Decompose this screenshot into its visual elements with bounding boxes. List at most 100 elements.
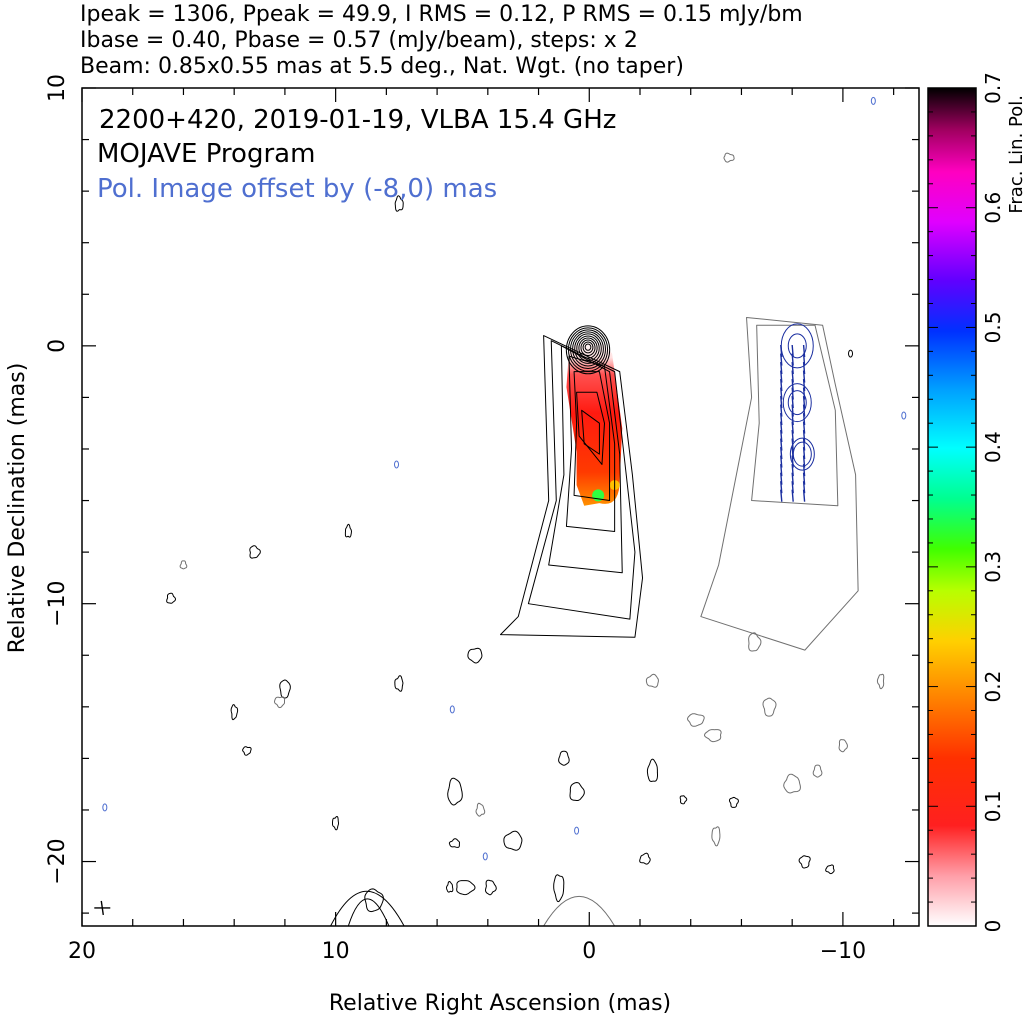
header-line-1: Ipeak = 1306, Ppeak = 49.9, I RMS = 0.12… [80, 2, 803, 27]
colorbar [927, 87, 977, 927]
colorbar-tick-label: 0.2 [981, 671, 1005, 703]
noise-contour [446, 880, 454, 893]
colorbar-tick-labels: 0 0.1 0.2 0.3 0.4 0.5 0.6 0.7 [981, 72, 1005, 932]
x-tick-label: 0 [582, 939, 596, 964]
evpa-tick [791, 353, 794, 366]
pol-offset-base-contour [543, 896, 616, 926]
pol-offset-island [703, 729, 722, 743]
evpa-tick [802, 421, 806, 434]
stokes-i-jet-contour [573, 371, 611, 502]
header-line-3: Beam: 0.85x0.55 mas at 5.5 deg., Nat. Wg… [80, 54, 684, 79]
evpa-tick [802, 464, 806, 477]
evpa-tick [780, 421, 783, 434]
evpa-tick [791, 421, 794, 434]
evpa-tick [780, 472, 783, 485]
evpa-tick [802, 378, 806, 392]
stokes-i-island [558, 750, 570, 766]
noise-contour [679, 795, 688, 805]
noise-contour [249, 545, 261, 559]
beam-marker [100, 900, 104, 916]
stokes-i-island [553, 874, 565, 903]
pol-offset-island [762, 697, 777, 717]
pol-offset-contour [700, 316, 859, 651]
stokes-i-island [456, 880, 476, 896]
noise-dot [394, 460, 400, 469]
pol-offset-contour [751, 324, 839, 507]
stokes-i-island [646, 758, 658, 783]
stokes-i-base-contour [347, 898, 390, 926]
stokes-i-contour [584, 343, 592, 351]
y-tick-label: −10 [45, 580, 70, 626]
stokes-i-contour [576, 335, 600, 362]
pol-offset-contour [787, 333, 807, 359]
x-tick-labels: 20 10 0 −10 [68, 939, 866, 964]
noise-contour [344, 523, 353, 538]
noise-contour [394, 675, 404, 692]
evpa-tick [802, 481, 806, 494]
evpa-tick [780, 395, 783, 409]
colorbar-tick-label: 0.7 [981, 72, 1005, 104]
stokes-i-contour [574, 333, 602, 364]
pol-offset-contour [787, 390, 807, 416]
noise-dot [482, 852, 488, 861]
y-tick-label: 0 [45, 339, 70, 353]
noise-contour [448, 838, 460, 848]
noise-dot [102, 803, 108, 812]
map-area [94, 96, 907, 926]
noise-dot [870, 96, 876, 105]
evpa-tick [802, 404, 806, 417]
noise-dot [848, 349, 854, 358]
evpa-tick [780, 481, 783, 494]
evpa-tick [802, 370, 806, 383]
evpa-tick [802, 455, 806, 468]
evpa-tick [780, 430, 783, 443]
evpa-tick [802, 413, 806, 426]
noise-contour [729, 796, 739, 808]
colorbar-tick-label: 0.4 [981, 431, 1005, 463]
evpa-tick [802, 387, 806, 400]
evpa-tick [780, 344, 783, 358]
noise-contour [230, 704, 239, 721]
pol-offset-contour [792, 441, 812, 467]
noise-dot [574, 826, 580, 835]
noise-contour [475, 802, 486, 817]
pol-offset-island [645, 673, 659, 688]
y-tick-label: −20 [45, 838, 70, 884]
noise-contour [798, 855, 811, 869]
noise-dot [901, 411, 907, 420]
evpa-tick [791, 455, 794, 468]
y-axis-label: Relative Declination (mas) [5, 363, 30, 654]
colorbar-tick-label: 0.1 [981, 790, 1005, 822]
evpa-tick [791, 344, 794, 358]
colorbar-ticks [928, 87, 976, 927]
evpa-tick [780, 404, 783, 417]
evpa-tick [791, 447, 794, 460]
evpa-tick [791, 361, 794, 375]
stokes-i-contour [565, 325, 611, 375]
evpa-tick [780, 438, 783, 451]
evpa-tick [780, 353, 783, 366]
evpa-tick [791, 472, 794, 485]
evpa-tick [791, 481, 794, 494]
pol-offset-note: Pol. Image offset by (-8,0) mas [97, 174, 497, 204]
pol-offset-island [686, 713, 705, 727]
pol-offset-contour [782, 383, 812, 423]
noise-contour [273, 696, 286, 709]
evpa-tick [802, 361, 806, 375]
evpa-tick [791, 438, 794, 451]
noise-contour [179, 560, 188, 570]
noise-contour [394, 195, 404, 212]
plot-frame [81, 87, 920, 927]
pol-offset-contour [789, 437, 815, 471]
stokes-i-island [447, 777, 463, 806]
noise-contour [639, 852, 651, 865]
stokes-i-island [467, 647, 483, 664]
source-label: 2200+420, 2019-01-19, VLBA 15.4 GHz [99, 105, 616, 135]
evpa-tick [791, 378, 794, 392]
stokes-i-jet-contour [576, 391, 605, 465]
stokes-i-island [503, 830, 523, 851]
evpa-tick [791, 404, 794, 417]
evpa-tick [802, 447, 806, 460]
colorbar-tick-label: 0.3 [981, 551, 1005, 583]
noise-contour [825, 864, 835, 875]
